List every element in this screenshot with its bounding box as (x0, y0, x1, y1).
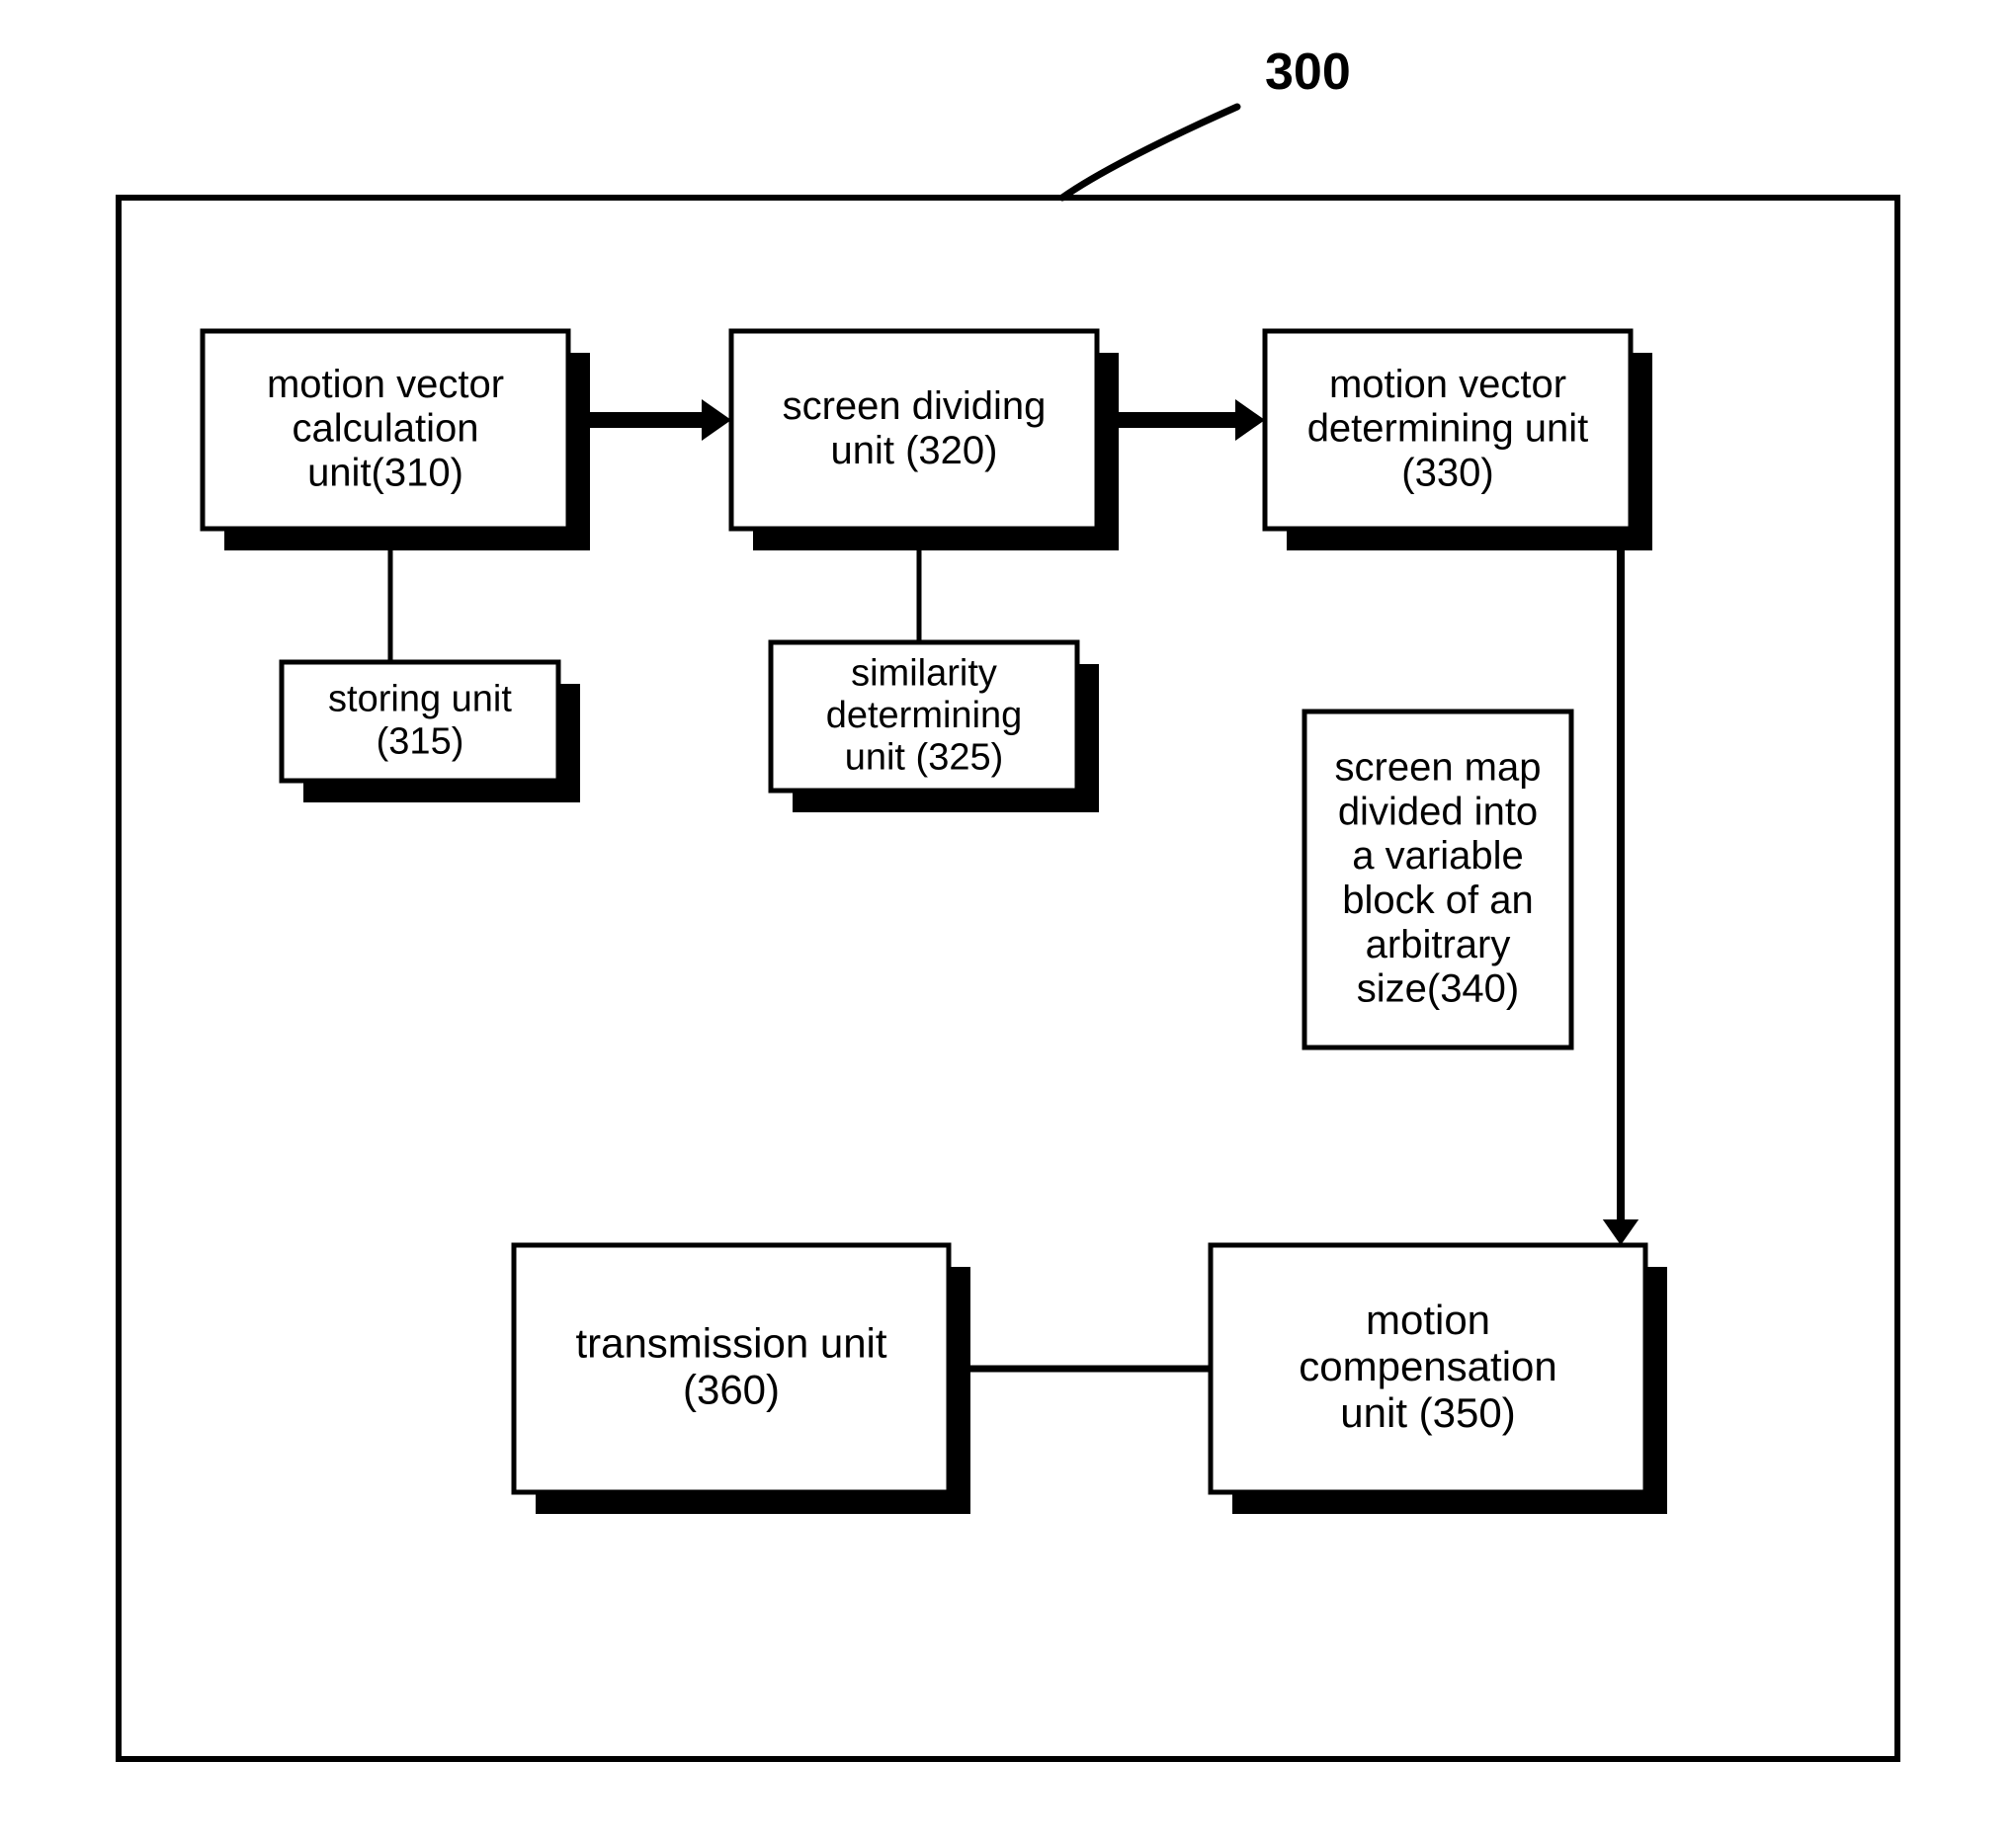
node-n340-label-line-2: a variable (1352, 834, 1523, 878)
node-n330-label-line-0: motion vector (1329, 363, 1566, 406)
node-n325-label-line-1: determining (826, 695, 1023, 736)
node-n310-label-line-1: calculation (292, 407, 478, 451)
node-n310-label-line-0: motion vector (267, 363, 504, 406)
node-n315-label-line-1: (315) (377, 720, 464, 762)
node-n340-label-line-4: arbitrary (1366, 923, 1511, 966)
node-n360-label-line-1: (360) (683, 1367, 780, 1413)
node-n315-label-line-0: storing unit (328, 679, 512, 720)
node-n310: motion vectorcalculationunit(310) (203, 331, 590, 550)
node-n360: transmission unit(360) (514, 1245, 970, 1514)
node-n325: similaritydeterminingunit (325) (771, 642, 1099, 812)
node-n310-label-line-2: unit(310) (307, 451, 463, 494)
node-n350: motioncompensationunit (350) (1211, 1245, 1667, 1514)
node-n360-label-line-0: transmission unit (575, 1320, 886, 1367)
node-n330-label-line-2: (330) (1401, 451, 1493, 494)
node-n350-label-line-0: motion (1366, 1297, 1490, 1343)
node-n340-label-line-0: screen map (1335, 746, 1542, 790)
node-n350-label-line-1: compensation (1299, 1343, 1557, 1389)
node-n340: screen mapdivided intoa variableblock of… (1304, 712, 1571, 1048)
node-n330: motion vectordetermining unit(330) (1265, 331, 1652, 550)
node-n330-label-line-1: determining unit (1307, 407, 1589, 451)
node-n340-label-line-1: divided into (1338, 790, 1538, 833)
node-n325-label-line-0: similarity (851, 652, 997, 694)
diagram-ref-number: 300 (1265, 43, 1351, 101)
node-n325-label-line-2: unit (325) (845, 737, 1004, 779)
node-n315: storing unit(315) (282, 662, 580, 802)
node-n320: screen dividingunit (320) (731, 331, 1119, 550)
node-n340-label-line-3: block of an (1342, 879, 1533, 922)
node-n340-label-line-5: size(340) (1357, 967, 1520, 1011)
node-n320-label-line-1: unit (320) (831, 429, 998, 472)
node-n350-label-line-2: unit (350) (1340, 1389, 1515, 1436)
node-n320-label-line-0: screen dividing (783, 384, 1047, 428)
